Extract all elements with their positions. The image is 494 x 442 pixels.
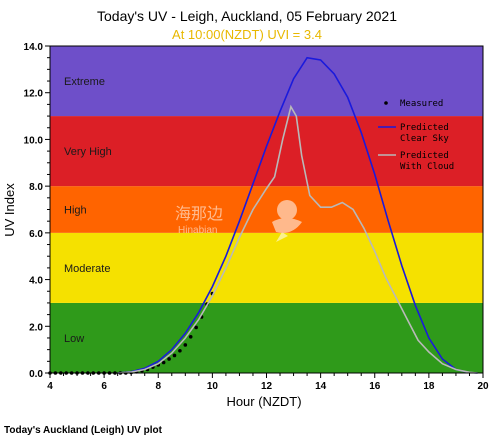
x-tick-label: 16 xyxy=(369,381,381,392)
band-very-high xyxy=(50,116,483,187)
measured-point xyxy=(183,343,188,347)
x-tick-label: 14 xyxy=(315,381,327,392)
measured-point xyxy=(178,349,182,353)
measured-point xyxy=(167,357,171,361)
band-extreme xyxy=(50,46,483,117)
axes: 4 6 8 10 12 14 16 18 20 0.0 2.0 4.0 6.0 8.0 10.0 12.0 14… xyxy=(24,42,489,392)
watermark-text-cn: 海那边 xyxy=(175,204,223,223)
bird-logo-icon xyxy=(272,200,302,242)
measured-point xyxy=(172,353,177,358)
x-tick-label: 20 xyxy=(477,381,489,392)
y-tick-label: 2.0 xyxy=(29,322,43,333)
x-tick-label: 12 xyxy=(261,381,273,392)
x-tick-label: 4 xyxy=(47,381,53,392)
chart-title: Today's UV - Leigh, Auckland, 05 Februar… xyxy=(97,8,397,24)
x-tick-label: 6 xyxy=(101,381,107,392)
y-axis-label: UV Index xyxy=(2,183,17,237)
measured-point xyxy=(188,334,193,339)
x-tick-label: 10 xyxy=(207,381,219,392)
y-tick-label: 12.0 xyxy=(24,89,44,100)
band-label-low: Low xyxy=(64,333,84,345)
x-axis-label: Hour (NZDT) xyxy=(226,394,301,409)
band-label-very-high: Very High xyxy=(64,146,112,158)
y-tick-label: 0.0 xyxy=(29,369,43,380)
legend: Measured Predicted Clear Sky Predicted With … xyxy=(378,99,454,172)
band-label-extreme: Extreme xyxy=(64,76,105,88)
y-tick-label: 10.0 xyxy=(24,135,44,146)
legend-marker-measured xyxy=(384,101,388,105)
x-tick-label: 18 xyxy=(423,381,435,392)
legend-label-measured: Measured xyxy=(400,99,443,109)
series-line-predicted-clear-sky xyxy=(117,56,478,374)
watermark: 海那边 Hinabian xyxy=(175,200,302,242)
legend-label-predicted-with-cloud: Predicted With Cloud xyxy=(400,151,454,172)
band-label-moderate: Moderate xyxy=(64,263,110,275)
measured-point xyxy=(161,360,166,365)
band-label-high: High xyxy=(64,205,87,217)
x-tick-label: 8 xyxy=(155,381,161,392)
legend-label-predicted-clear-sky: Predicted Clear Sky xyxy=(400,123,449,144)
band-high xyxy=(50,186,483,233)
y-tick-label: 4.0 xyxy=(29,276,43,287)
y-tick-label: 14.0 xyxy=(24,42,44,53)
y-tick-label: 6.0 xyxy=(29,229,43,240)
series-line-predicted-with-cloud xyxy=(117,104,478,374)
band-moderate xyxy=(50,232,483,303)
watermark-text-en: Hinabian xyxy=(178,225,217,236)
chart-caption: Today's Auckland (Leigh) UV plot xyxy=(4,425,162,436)
band-low xyxy=(50,302,483,373)
y-tick-label: 8.0 xyxy=(29,182,43,193)
measured-point xyxy=(194,325,198,330)
chart-subtitle: At 10:00(NZDT) UVI = 3.4 xyxy=(172,27,322,42)
uv-bands: Low Moderate High Very High Extreme xyxy=(50,46,483,373)
